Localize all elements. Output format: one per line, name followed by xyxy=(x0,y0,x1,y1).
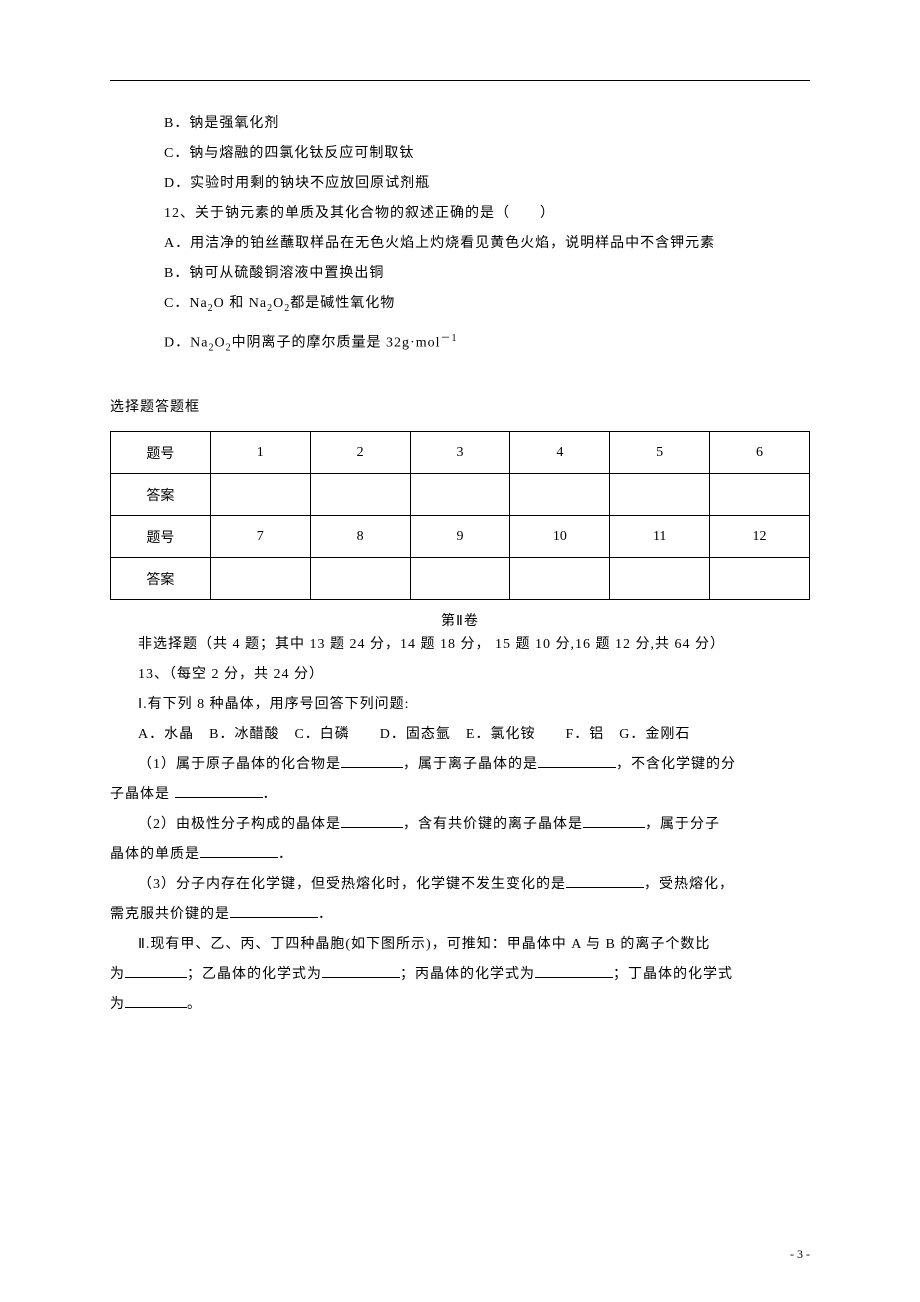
option-11c: C．钠与熔融的四氯化钛反应可制取钛 xyxy=(164,139,810,169)
table-cell-label: 题号 xyxy=(111,516,211,558)
text-fragment: （2）由极性分子构成的晶体是 xyxy=(138,817,341,832)
text-fragment: ，含有共价键的离子晶体是 xyxy=(403,817,583,832)
table-cell: 4 xyxy=(510,432,610,474)
table-cell-label: 题号 xyxy=(111,432,211,474)
text-fragment: O xyxy=(214,335,225,350)
option-11d: D．实验时用剩的钠块不应放回原试剂瓶 xyxy=(164,169,810,199)
table-cell-empty xyxy=(610,474,710,516)
text-fragment: ，不含化学键的分 xyxy=(616,757,736,772)
text-fragment: D．Na xyxy=(164,335,208,350)
table-cell: 9 xyxy=(410,516,510,558)
text-fragment: ，受热熔化， xyxy=(644,877,734,892)
text-fragment: ． xyxy=(263,787,278,802)
text-fragment: C．Na xyxy=(164,296,208,311)
table-cell-empty xyxy=(710,474,810,516)
table-cell-empty xyxy=(210,474,310,516)
fill-blank xyxy=(583,814,645,828)
table-cell-empty xyxy=(710,558,810,600)
text-fragment: 都是碱性氧化物 xyxy=(290,296,395,311)
table-cell-label: 答案 xyxy=(111,474,211,516)
table-cell: 6 xyxy=(710,432,810,474)
table-cell: 2 xyxy=(310,432,410,474)
text-fragment: O 和 Na xyxy=(214,296,267,311)
fill-blank xyxy=(566,874,644,888)
q13-p3-line2: 需克服共价键的是 ． xyxy=(110,900,810,930)
table-cell: 7 xyxy=(210,516,310,558)
text-fragment: （1）属于原子晶体的化合物是 xyxy=(138,757,341,772)
text-fragment: ． xyxy=(278,847,293,862)
table-row: 题号 7 8 9 10 11 12 xyxy=(111,516,810,558)
q13-II: Ⅱ.现有甲、乙、丙、丁四种晶胞(如下图所示)，可推知：甲晶体中 A 与 B 的离… xyxy=(110,930,810,960)
table-row: 答案 xyxy=(111,558,810,600)
q13-header: 13、（每空 2 分，共 24 分） xyxy=(110,660,810,690)
part2-intro: 非选择题（共 4 题；其中 13 题 24 分，14 题 18 分， 15 题 … xyxy=(110,630,810,660)
option-12d: D．Na2O2中阴离子的摩尔质量是 32g·mol－1 xyxy=(164,324,810,363)
q13-choices: A．水晶 B．冰醋酸 C．白磷 D．固态氩 E．氯化铵 F．铝 G．金刚石 xyxy=(110,720,810,750)
option-12a: A．用洁净的铂丝蘸取样品在无色火焰上灼烧看见黄色火焰，说明样品中不含钾元素 xyxy=(164,229,810,259)
horizontal-rule xyxy=(110,80,810,81)
superscript: －1 xyxy=(441,333,458,344)
text-fragment: O xyxy=(273,296,284,311)
q13-p1: （1）属于原子晶体的化合物是 ，属于离子晶体的是 ，不含化学键的分 xyxy=(110,750,810,780)
text-fragment: 需克服共价键的是 xyxy=(110,907,230,922)
fill-blank xyxy=(322,964,400,978)
text-fragment: 。 xyxy=(187,997,202,1012)
option-11b: B．钠是强氧化剂 xyxy=(164,109,810,139)
table-cell-empty xyxy=(510,474,610,516)
text-fragment: （3）分子内存在化学键，但受热熔化时，化学键不发生变化的是 xyxy=(138,877,566,892)
q13-II-line2: 为 ；乙晶体的化学式为 ；丙晶体的化学式为 ；丁晶体的化学式 xyxy=(110,960,810,990)
text-fragment: ；丙晶体的化学式为 xyxy=(400,967,535,982)
table-cell-empty xyxy=(210,558,310,600)
text-fragment: ，属于离子晶体的是 xyxy=(403,757,538,772)
text-fragment: 子晶体是 xyxy=(110,787,175,802)
fill-blank xyxy=(175,784,263,798)
table-row: 答案 xyxy=(111,474,810,516)
fill-blank xyxy=(200,844,278,858)
text-fragment: 晶体的单质是 xyxy=(110,847,200,862)
text-fragment: ，属于分子 xyxy=(645,817,720,832)
table-cell: 11 xyxy=(610,516,710,558)
q13-II-line3: 为。 xyxy=(110,990,810,1020)
table-cell: 8 xyxy=(310,516,410,558)
answer-table: 题号 1 2 3 4 5 6 答案 题号 7 8 9 10 11 12 答案 xyxy=(110,431,810,600)
option-12c: C．Na2O 和 Na2O2都是碱性氧化物 xyxy=(164,289,810,324)
table-cell-empty xyxy=(410,474,510,516)
table-cell-empty xyxy=(510,558,610,600)
fill-blank xyxy=(230,904,318,918)
table-cell: 1 xyxy=(210,432,310,474)
text-fragment: 为 xyxy=(110,997,125,1012)
fill-blank xyxy=(538,754,616,768)
fill-blank xyxy=(125,994,187,1008)
table-cell: 3 xyxy=(410,432,510,474)
question-12-stem: 12、关于钠元素的单质及其化合物的叙述正确的是（ ） xyxy=(164,199,810,229)
table-cell-empty xyxy=(410,558,510,600)
option-12b: B．钠可从硫酸铜溶液中置换出铜 xyxy=(164,259,810,289)
fill-blank xyxy=(535,964,613,978)
q13-I-intro: Ⅰ.有下列 8 种晶体，用序号回答下列问题: xyxy=(110,690,810,720)
table-cell: 10 xyxy=(510,516,610,558)
table-cell-label: 答案 xyxy=(111,558,211,600)
page-number: - 3 - xyxy=(790,1247,810,1262)
text-fragment: 为 xyxy=(110,967,125,982)
text-fragment: 中阴离子的摩尔质量是 32g·mol xyxy=(232,335,441,350)
text-fragment: ；乙晶体的化学式为 xyxy=(187,967,322,982)
text-fragment: ． xyxy=(318,907,333,922)
fill-blank xyxy=(125,964,187,978)
text-fragment: ；丁晶体的化学式 xyxy=(613,967,733,982)
table-cell: 12 xyxy=(710,516,810,558)
table-cell-empty xyxy=(310,558,410,600)
q13-p2-line2: 晶体的单质是 ． xyxy=(110,840,810,870)
table-cell-empty xyxy=(310,474,410,516)
select-answer-label: 选择题答题框 xyxy=(110,393,810,423)
q13-p2: （2）由极性分子构成的晶体是 ，含有共价键的离子晶体是 ，属于分子 xyxy=(110,810,810,840)
fill-blank xyxy=(341,814,403,828)
q13-p3: （3）分子内存在化学键，但受热熔化时，化学键不发生变化的是 ，受热熔化， xyxy=(110,870,810,900)
table-cell: 5 xyxy=(610,432,710,474)
table-row: 题号 1 2 3 4 5 6 xyxy=(111,432,810,474)
part2-title: 第Ⅱ卷 xyxy=(110,610,810,630)
q13-p1-line2: 子晶体是 ． xyxy=(110,780,810,810)
fill-blank xyxy=(341,754,403,768)
table-cell-empty xyxy=(610,558,710,600)
